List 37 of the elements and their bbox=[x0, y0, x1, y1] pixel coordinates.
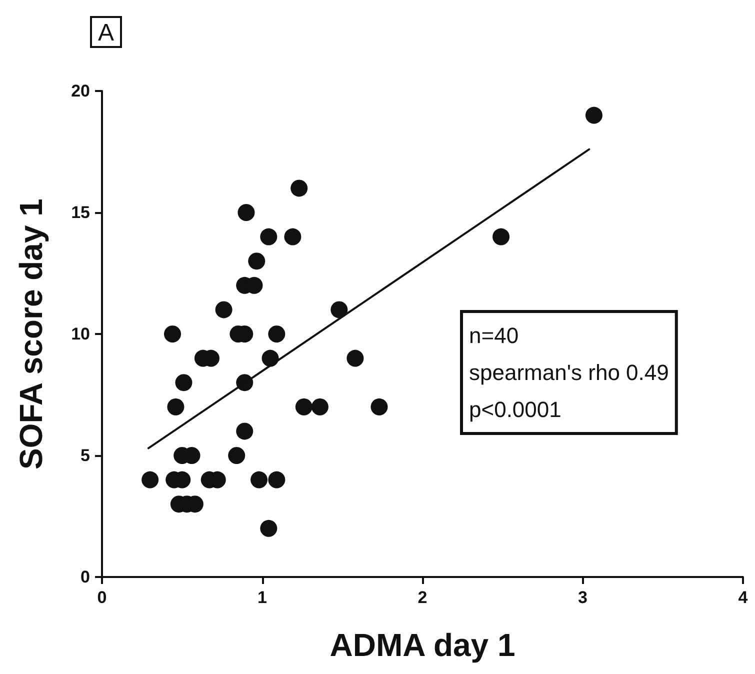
point bbox=[215, 301, 232, 318]
text: A bbox=[98, 20, 114, 46]
y-tick-label: 0 bbox=[80, 568, 90, 586]
point bbox=[228, 447, 246, 464]
x-tick-label: 3 bbox=[578, 588, 588, 607]
y-axis-title: SOFA score day 1 bbox=[13, 198, 49, 470]
y-tick-label: 5 bbox=[80, 446, 90, 465]
point bbox=[164, 326, 182, 342]
point bbox=[311, 398, 328, 416]
point bbox=[250, 471, 268, 488]
point bbox=[260, 228, 278, 246]
point bbox=[238, 204, 255, 221]
point bbox=[142, 471, 159, 488]
y-tick-label: 15 bbox=[71, 203, 90, 222]
point bbox=[284, 228, 302, 246]
y-tick-label: 20 bbox=[71, 82, 90, 100]
point bbox=[167, 398, 184, 416]
point bbox=[248, 252, 266, 270]
point bbox=[236, 422, 254, 440]
point bbox=[370, 398, 388, 416]
point bbox=[268, 326, 286, 342]
point bbox=[330, 301, 348, 318]
point bbox=[346, 350, 364, 367]
point bbox=[175, 374, 192, 392]
x-axis-title: ADMA day 1 bbox=[330, 627, 516, 663]
point bbox=[268, 471, 286, 488]
point bbox=[260, 520, 278, 537]
annotation: n=40 spearman's rho 0.49 p<0.0001 bbox=[469, 323, 669, 422]
x-tick-label: 4 bbox=[738, 588, 748, 607]
x-tick-label: 2 bbox=[418, 588, 428, 607]
point bbox=[492, 228, 510, 246]
point bbox=[585, 106, 602, 124]
point bbox=[295, 398, 312, 416]
x-tick-label: 1 bbox=[258, 588, 267, 607]
x-tick-label: 0 bbox=[97, 588, 107, 607]
point bbox=[290, 180, 308, 197]
y-tick-label: 10 bbox=[71, 324, 90, 344]
